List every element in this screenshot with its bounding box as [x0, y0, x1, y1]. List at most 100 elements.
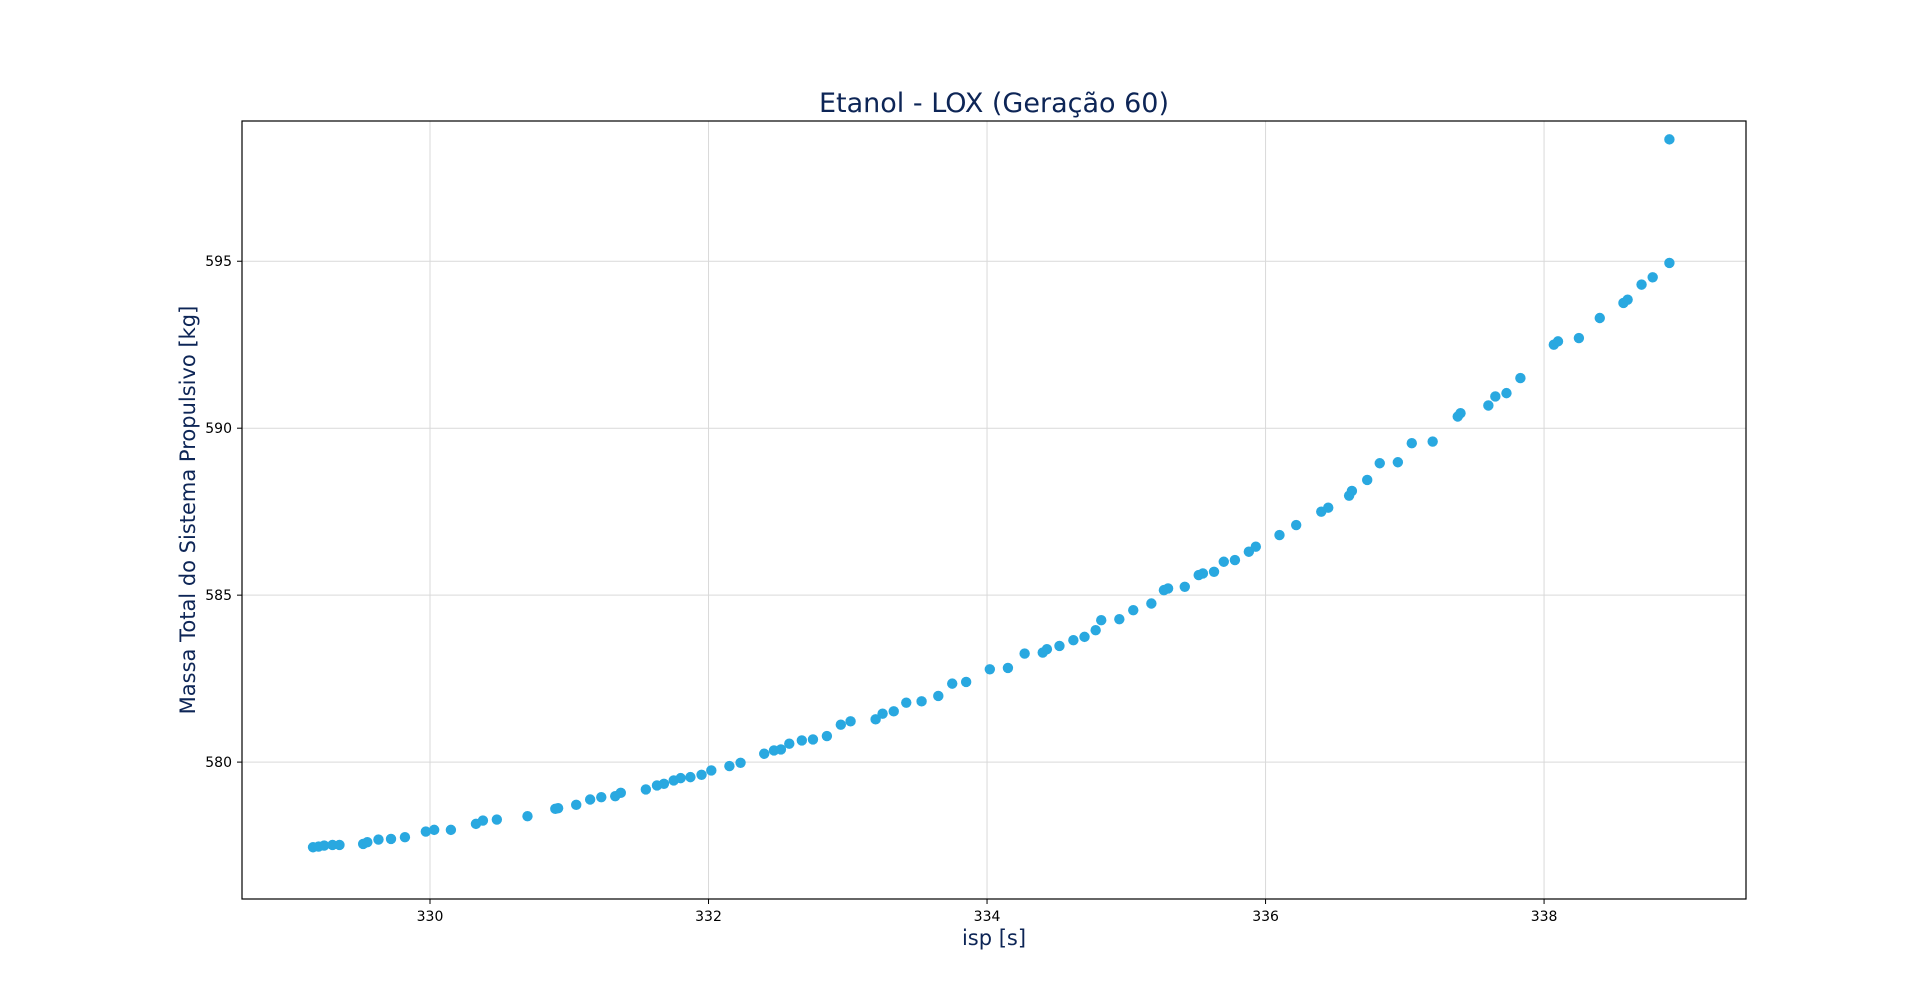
y-tick-label: 590: [205, 421, 232, 437]
data-point: [835, 719, 847, 730]
chart-title: Etanol - LOX (Geração 60): [819, 88, 1169, 119]
data-point: [870, 714, 881, 725]
data-point: [477, 815, 489, 826]
y-axis-ticks: 580 585 590 595: [205, 254, 242, 771]
data-point: [1041, 644, 1053, 655]
data-point: [1323, 502, 1334, 513]
y-tick-label: 595: [205, 254, 232, 270]
data-point: [984, 664, 996, 675]
data-point: [796, 735, 808, 746]
data-point: [706, 765, 717, 776]
data-point: [696, 769, 707, 780]
data-point: [845, 716, 856, 727]
data-point: [1162, 583, 1174, 594]
data-point: [1068, 635, 1079, 646]
data-point: [491, 814, 503, 825]
data-point: [685, 771, 696, 783]
y-axis-label: Massa Total do Sistema Propulsivo [kg]: [176, 306, 200, 715]
data-point: [373, 834, 384, 845]
data-point: [1622, 294, 1633, 305]
data-point: [1179, 581, 1190, 592]
data-point: [1208, 566, 1220, 577]
y-tick-label: 580: [205, 755, 232, 771]
data-point: [933, 690, 944, 702]
data-point: [1096, 614, 1107, 626]
data-point: [1483, 400, 1494, 411]
data-point: [428, 824, 440, 836]
data-point: [1455, 407, 1466, 419]
data-point: [1250, 541, 1262, 552]
data-point: [615, 787, 626, 799]
data-point: [1346, 485, 1358, 497]
data-point: [1002, 662, 1014, 674]
data-point: [1406, 438, 1417, 449]
data-point: [1128, 604, 1139, 616]
data-point: [877, 708, 888, 719]
data-point: [1490, 391, 1501, 402]
data-point: [916, 696, 927, 707]
data-point: [1079, 631, 1090, 643]
data-point: [1573, 332, 1585, 344]
data-point: [1114, 613, 1125, 625]
data-point: [1501, 387, 1512, 399]
data-point: [1664, 134, 1675, 145]
data-point: [552, 802, 564, 814]
data-point: [658, 778, 670, 790]
data-point: [571, 799, 582, 811]
data-point: [960, 676, 972, 688]
data-point: [675, 772, 686, 784]
x-axis-ticks: 330 332 334 336 338: [417, 899, 1558, 925]
data-point: [1552, 336, 1564, 347]
data-point: [399, 832, 411, 843]
data-point: [821, 730, 833, 742]
data-point: [522, 810, 533, 822]
x-tick-label: 338: [1531, 909, 1558, 925]
data-point: [385, 833, 397, 845]
data-point: [1197, 568, 1209, 579]
data-point: [1054, 640, 1065, 652]
data-point: [420, 826, 432, 837]
data-point: [334, 839, 345, 851]
data-point: [362, 837, 373, 848]
data-point: [784, 738, 795, 749]
data-point: [1636, 279, 1647, 290]
data-point: [1427, 436, 1438, 447]
data-point: [759, 748, 770, 759]
gridlines: [242, 121, 1746, 899]
x-tick-label: 332: [695, 909, 722, 925]
data-point: [724, 760, 735, 772]
data-points: [307, 134, 1675, 853]
data-point: [1647, 272, 1658, 283]
data-point: [1019, 648, 1030, 659]
data-point: [445, 824, 457, 836]
data-point: [735, 757, 746, 768]
data-point: [640, 784, 652, 795]
data-point: [1515, 372, 1526, 384]
data-point: [901, 697, 912, 708]
data-point: [1392, 457, 1404, 468]
x-tick-label: 330: [417, 909, 444, 925]
data-point: [1090, 625, 1101, 636]
data-point: [1362, 474, 1373, 486]
x-tick-label: 334: [974, 909, 1001, 925]
data-point: [1218, 556, 1229, 567]
data-point: [318, 840, 330, 851]
data-point: [888, 706, 899, 717]
data-point: [584, 794, 596, 805]
data-point: [1146, 598, 1157, 609]
data-point: [1290, 519, 1302, 531]
data-point: [1664, 257, 1675, 269]
data-point: [596, 791, 607, 803]
data-point: [1274, 529, 1285, 541]
data-point: [1374, 458, 1385, 469]
y-tick-label: 585: [205, 588, 232, 604]
data-point: [1229, 554, 1241, 566]
data-point: [775, 744, 787, 755]
data-point: [947, 678, 958, 689]
x-tick-label: 336: [1252, 909, 1279, 925]
x-axis-label: isp [s]: [962, 926, 1026, 950]
data-point: [1594, 312, 1605, 324]
data-point: [807, 734, 819, 745]
plot-frame: [241, 120, 1747, 900]
